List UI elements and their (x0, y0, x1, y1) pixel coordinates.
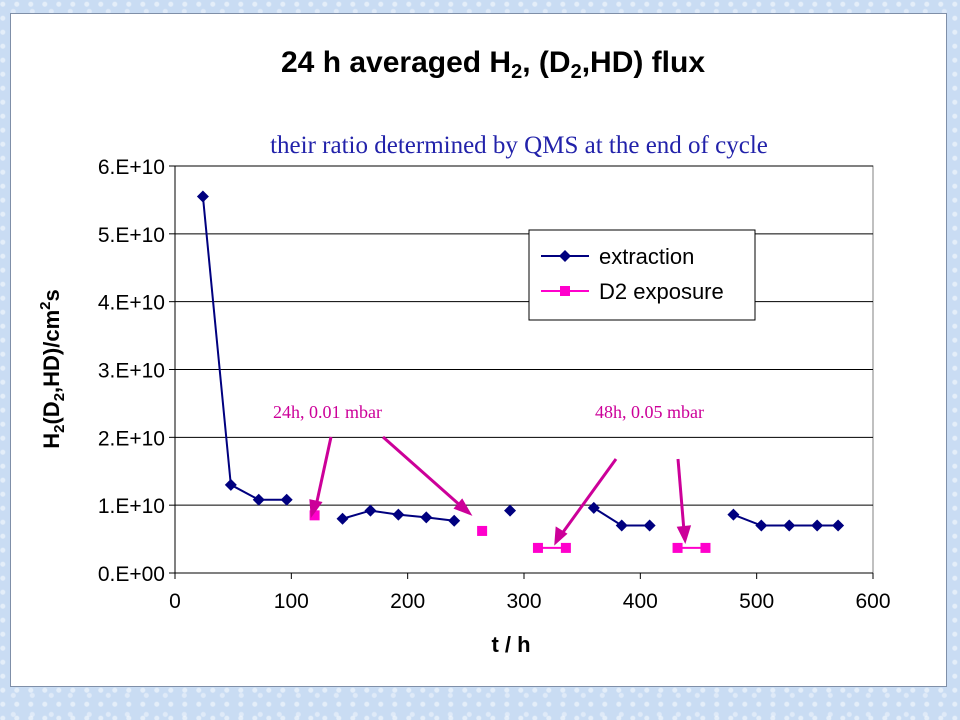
y-tick-label: 1.E+10 (98, 495, 165, 518)
y-tick-label: 5.E+10 (98, 224, 165, 247)
legend: extraction D2 exposure (528, 229, 756, 321)
legend-marker-extraction (559, 250, 571, 262)
series-line (201, 196, 287, 501)
data-point (224, 478, 237, 491)
x-axis-label: t / h (491, 632, 530, 657)
arrow-24h-b-head (453, 498, 473, 516)
data-point (587, 501, 600, 514)
annotation-arrows (309, 435, 692, 546)
x-tick-label: 600 (855, 590, 890, 613)
x-tick-label: 100 (274, 590, 309, 613)
arrow-24h-a (314, 436, 333, 507)
data-point (560, 542, 571, 553)
y-tick-label: 4.E+10 (98, 292, 165, 315)
series-d2-exposure (309, 510, 711, 553)
arrow-48h-a-head (554, 526, 568, 546)
data-point (811, 519, 824, 532)
data-point (309, 510, 320, 521)
data-point (364, 504, 377, 517)
grid-lines (175, 165, 873, 506)
axes (169, 165, 874, 579)
legend-box (528, 229, 756, 321)
annotation-48h: 48h, 0.05 mbar (595, 402, 704, 422)
legend-label-d2: D2 exposure (599, 279, 724, 304)
data-point (615, 519, 628, 532)
series-extraction (196, 190, 845, 532)
data-point (783, 519, 796, 532)
arrow-48h-a (559, 458, 618, 536)
y-axis-label: H2(D2,HD)/cm2s (37, 289, 68, 449)
chart-title: 24 h averaged H2, (D2,HD) flux (281, 46, 705, 83)
x-tick-label: 300 (506, 590, 541, 613)
data-point (727, 508, 740, 521)
x-tick-label: 0 (169, 590, 181, 613)
data-point (280, 493, 293, 506)
arrow-24h-a-head (309, 499, 323, 519)
y-tick-label: 0.E+00 (98, 563, 165, 586)
data-point (392, 508, 405, 521)
y-tick-label: 2.E+10 (98, 427, 165, 450)
arrow-48h-b-head (676, 525, 692, 545)
data-point (672, 542, 683, 553)
data-point (643, 519, 656, 532)
data-point (448, 514, 461, 527)
x-tick-label: 400 (623, 590, 658, 613)
data-point (420, 511, 433, 524)
y-tick-label: 3.E+10 (98, 360, 165, 383)
x-tick-label: 500 (739, 590, 774, 613)
data-point (700, 542, 711, 553)
data-point (252, 493, 265, 506)
arrow-24h-b (382, 435, 463, 509)
annotation-24h: 24h, 0.01 mbar (273, 402, 382, 422)
data-point (336, 512, 349, 525)
chart-subtitle: their ratio determined by QMS at the end… (270, 132, 768, 159)
data-point (532, 542, 543, 553)
flux-chart: 24 h averaged H2, (D2,HD) flux their rat… (37, 46, 891, 657)
data-point (196, 190, 209, 203)
y-tick-labels: 0.E+00 1.E+10 2.E+10 3.E+10 4.E+10 5.E+10 6.E+… (98, 156, 165, 586)
x-tick-labels: 0 100 200 300 400 500 600 (169, 590, 890, 613)
data-point (832, 519, 845, 532)
data-point (477, 525, 488, 536)
y-tick-label: 6.E+10 (98, 156, 165, 179)
data-point (755, 519, 768, 532)
slide-panel: 24 h averaged H2, (D2,HD) flux their rat… (10, 13, 947, 687)
legend-marker-d2 (560, 286, 570, 296)
legend-label-extraction: extraction (599, 244, 694, 269)
series-layer (196, 190, 845, 553)
data-point (504, 504, 517, 517)
arrow-48h-b (676, 458, 686, 532)
x-tick-label: 200 (390, 590, 425, 613)
